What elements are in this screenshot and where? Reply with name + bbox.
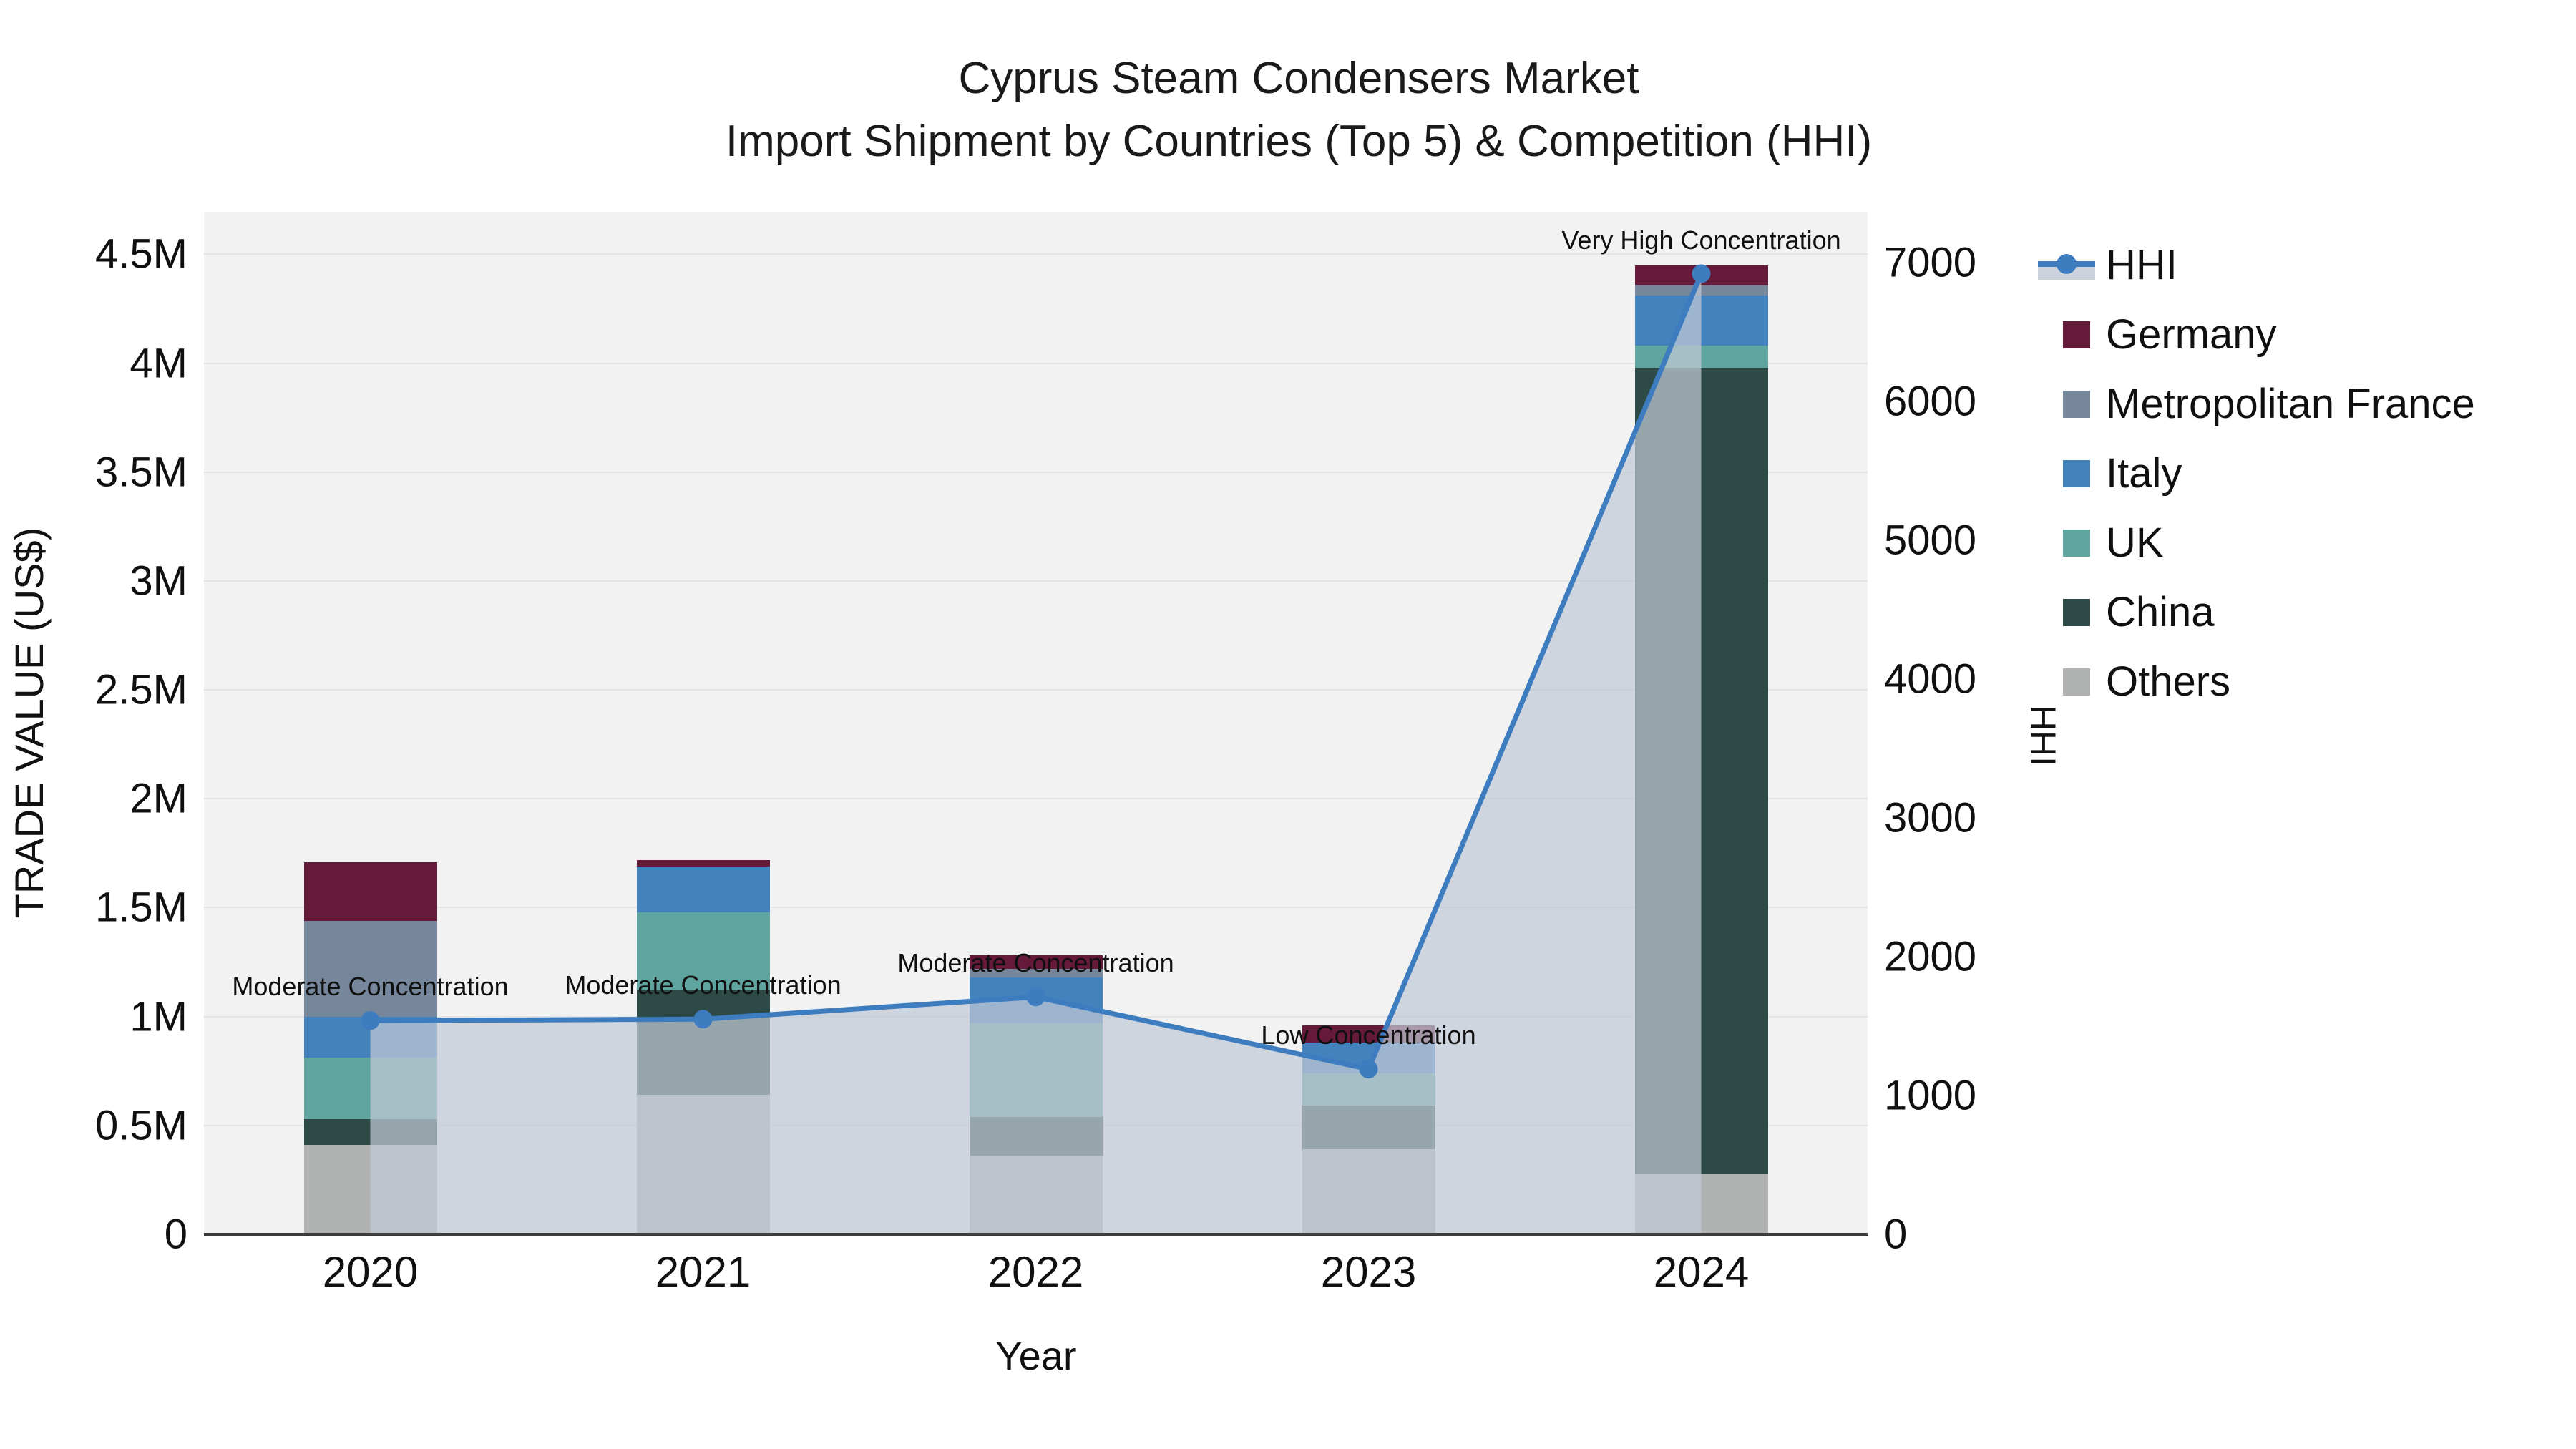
chart-title-line2: Import Shipment by Countries (Top 5) & C… <box>725 117 1873 166</box>
x-tick-2020: 2020 <box>322 1248 419 1296</box>
legend-item-others[interactable]: Others <box>2038 647 2230 716</box>
left-tick-1M: 1M <box>130 993 187 1040</box>
legend-swatch-china <box>2063 598 2090 626</box>
legend-label: HHI <box>2106 242 2177 288</box>
legend-item-italy[interactable]: Italy <box>2038 439 2182 508</box>
left-tick-4M: 4M <box>130 340 187 387</box>
x-axis-title: Year <box>995 1333 1077 1378</box>
legend-item-germany[interactable]: Germany <box>2038 300 2277 369</box>
left-tick-3M: 3M <box>130 557 187 605</box>
right-tick-7000: 7000 <box>1884 239 1977 286</box>
right-tick-2000: 2000 <box>1884 933 1977 980</box>
left-tick-0.5M: 0.5M <box>95 1102 187 1149</box>
annotation-2022: Moderate Concentration <box>897 948 1174 978</box>
left-tick-4.5M: 4.5M <box>95 230 187 278</box>
legend-item-hhi[interactable]: HHI <box>2038 230 2177 300</box>
left-tick-2M: 2M <box>130 775 187 822</box>
hhi-point-2020[interactable] <box>361 1011 380 1030</box>
right-tick-4000: 4000 <box>1884 655 1977 703</box>
hhi-area-fill <box>370 273 1702 1235</box>
hhi-point-2022[interactable] <box>1026 987 1045 1007</box>
legend-label: China <box>2106 589 2215 635</box>
right-tick-0: 0 <box>1884 1211 1908 1258</box>
hhi-line-sample-icon <box>2038 250 2095 281</box>
legend-label: Metropolitan France <box>2106 381 2475 427</box>
bar-segment-2022-metropolitan-france[interactable] <box>969 968 1103 977</box>
x-tick-2021: 2021 <box>655 1248 751 1296</box>
right-tick-3000: 3000 <box>1884 794 1977 841</box>
bar-segment-2021-uk[interactable] <box>636 912 770 991</box>
legend-swatch-metropolitan-france <box>2063 390 2090 418</box>
gridline-4M <box>204 362 1868 364</box>
bar-segment-2022-germany[interactable] <box>969 955 1103 969</box>
annotation-2024: Very High Concentration <box>1561 225 1841 255</box>
x-tick-2023: 2023 <box>1320 1248 1417 1296</box>
left-tick-1.5M: 1.5M <box>95 884 187 931</box>
gridline-3M <box>204 580 1868 582</box>
legend-label: Italy <box>2106 450 2182 497</box>
bar-segment-2021-italy[interactable] <box>636 866 770 912</box>
legend-swatch-others <box>2063 668 2090 696</box>
annotation-2023: Low Concentration <box>1261 1020 1476 1050</box>
gridline-1.5M <box>204 907 1868 909</box>
legend-label: Others <box>2106 658 2231 705</box>
gridline-3.5M <box>204 471 1868 473</box>
x-tick-2022: 2022 <box>987 1248 1084 1296</box>
legend-item-metropolitan-france[interactable]: Metropolitan France <box>2038 369 2475 439</box>
right-tick-5000: 5000 <box>1884 517 1977 564</box>
legend-label: UK <box>2106 519 2164 566</box>
legend-item-uk[interactable]: UK <box>2038 508 2164 577</box>
right-tick-6000: 6000 <box>1884 378 1977 425</box>
annotation-2020: Moderate Concentration <box>232 972 509 1002</box>
legend-label: Germany <box>2106 311 2277 358</box>
left-tick-3.5M: 3.5M <box>95 449 187 496</box>
left-tick-0: 0 <box>164 1211 187 1258</box>
hhi-point-2021[interactable] <box>693 1010 713 1029</box>
gridline-2.5M <box>204 689 1868 691</box>
chart-title: Cyprus Steam Condensers Market Import Sh… <box>726 47 1872 173</box>
bar-segment-2021-germany[interactable] <box>636 859 770 867</box>
gridline-4.5M <box>204 253 1868 255</box>
plot-area: Moderate Concentration Moderate Concentra… <box>204 212 1868 1236</box>
gridline-2M <box>204 798 1868 800</box>
right-tick-1000: 1000 <box>1884 1072 1977 1119</box>
hhi-point-2023[interactable] <box>1359 1060 1378 1079</box>
hhi-line-layer <box>361 264 1711 1235</box>
left-axis-title: TRADE VALUE (US$) <box>6 527 52 919</box>
legend-swatch-germany <box>2063 321 2090 348</box>
x-tick-2024: 2024 <box>1653 1248 1750 1296</box>
legend-swatch-uk <box>2063 529 2090 557</box>
hhi-point-2024[interactable] <box>1692 264 1711 283</box>
bar-segment-2020-germany[interactable] <box>303 862 437 921</box>
annotation-2021: Moderate Concentration <box>565 970 841 1000</box>
x-axis-line <box>204 1233 1868 1236</box>
legend-swatch-italy <box>2063 459 2090 487</box>
legend-item-china[interactable]: China <box>2038 577 2215 647</box>
bar-segment-2020-metropolitan-france[interactable] <box>303 920 437 1017</box>
left-tick-2.5M: 2.5M <box>95 666 187 713</box>
chart-title-line1: Cyprus Steam Condensers Market <box>958 54 1639 103</box>
